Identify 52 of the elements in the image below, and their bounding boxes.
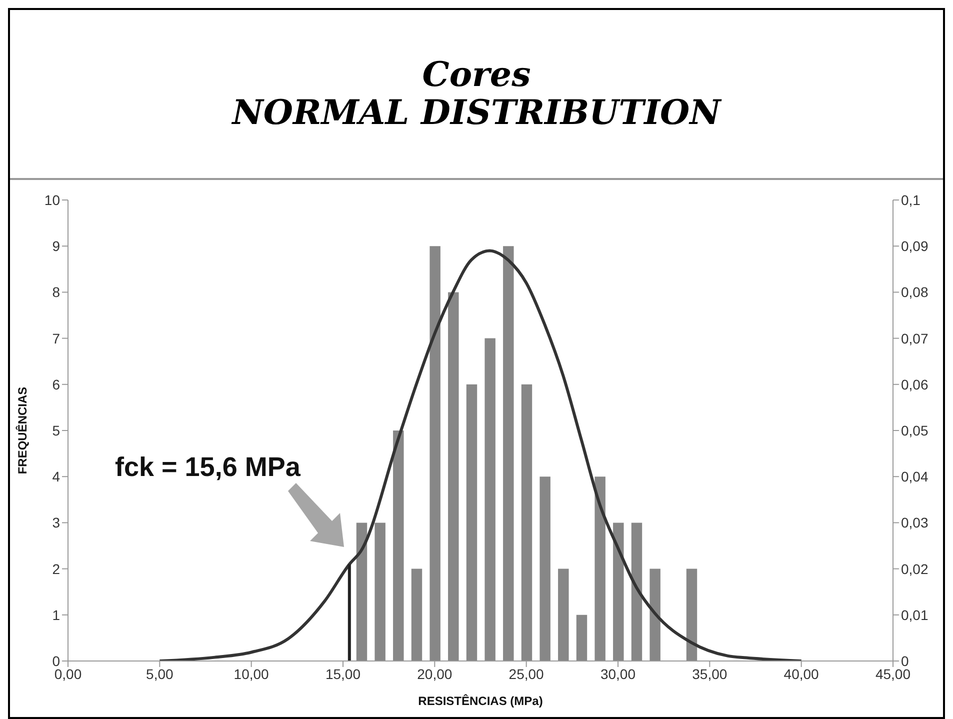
y-tick-label: 3 — [52, 514, 60, 531]
y2-tick-label: 0,07 — [901, 330, 928, 346]
y-axis-title: FREQUÊNCIAS — [15, 386, 30, 474]
y2-tick-label: 0,06 — [901, 376, 928, 392]
y2-tick-label: 0,02 — [901, 560, 928, 577]
y-tick-label: 4 — [52, 468, 60, 485]
bar — [411, 568, 422, 661]
y-tick-label: 10 — [44, 192, 60, 208]
y-tick-label: 1 — [52, 606, 60, 623]
annotation: fck = 15,6 MPa — [115, 452, 300, 483]
x-tick-label: 20,00 — [417, 666, 452, 682]
x-tick-label: 5,00 — [146, 666, 174, 682]
y2-tick-label: 0,05 — [901, 422, 928, 438]
bar — [558, 568, 569, 661]
y-tick-label: 5 — [52, 422, 60, 438]
y2-tick-label: 0,08 — [901, 284, 928, 300]
x-tick-label: 40,00 — [784, 666, 820, 682]
x-tick-label: 25,00 — [508, 666, 544, 682]
bar — [466, 384, 478, 661]
y-tick-label: 2 — [52, 560, 60, 577]
x-tick-label: 15,00 — [325, 666, 361, 682]
bar — [594, 476, 606, 661]
line-series — [158, 249, 803, 661]
x-tick-label: 10,00 — [234, 666, 270, 682]
bar — [393, 430, 404, 661]
bar — [448, 292, 459, 661]
y-tick-label: 6 — [52, 376, 60, 392]
y2-tick-label: 0,01 — [901, 606, 928, 623]
bar — [613, 522, 624, 661]
bar — [540, 476, 550, 661]
bar — [686, 568, 698, 661]
y-tick-label: 9 — [52, 238, 60, 254]
y2-tick-label: 0,1 — [901, 192, 921, 208]
bar — [484, 338, 496, 661]
bar — [521, 384, 532, 661]
chart-title: Cores — [422, 55, 531, 95]
bar — [631, 522, 642, 661]
x-tick-label: 35,00 — [692, 666, 728, 682]
x-axis-title: RESISTÊNCIAS (MPa) — [418, 694, 543, 708]
bar — [650, 568, 660, 661]
y2-tick-label: 0,03 — [901, 514, 928, 531]
y2-tick-label: 0,09 — [901, 238, 928, 254]
x-tick-label: 30,00 — [600, 666, 636, 682]
y-tick-label: 7 — [52, 330, 60, 346]
bar — [356, 522, 368, 661]
bar — [576, 614, 588, 661]
chart-subtitle: NORMAL DISTRIBUTION — [232, 93, 721, 133]
y2-tick-label: 0,04 — [901, 468, 928, 485]
y-tick-label: 8 — [52, 284, 60, 300]
bar — [503, 246, 514, 661]
bar — [374, 522, 386, 661]
bar — [430, 246, 440, 661]
